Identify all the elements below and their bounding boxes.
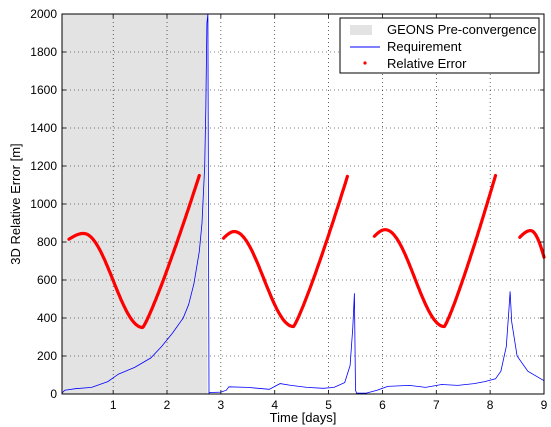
x-tick-label: 5 bbox=[325, 398, 332, 412]
legend-label-relative-error: Relative Error bbox=[387, 56, 467, 71]
y-tick-label: 400 bbox=[37, 311, 57, 325]
legend-swatch-relative-error bbox=[363, 61, 367, 65]
y-tick-label: 2000 bbox=[30, 7, 57, 21]
legend-label-pre-convergence: GEONS Pre-convergence bbox=[387, 22, 537, 37]
x-tick-label: 4 bbox=[271, 398, 278, 412]
y-tick-label: 0 bbox=[50, 387, 57, 401]
data-layer bbox=[61, 13, 546, 394]
series-relative-error-segment-2 bbox=[222, 174, 349, 329]
y-tick-label: 1800 bbox=[30, 45, 57, 59]
x-tick-label: 8 bbox=[487, 398, 494, 412]
x-tick-label: 3 bbox=[218, 398, 225, 412]
x-tick-label: 7 bbox=[433, 398, 440, 412]
x-axis-label: Time [days] bbox=[270, 410, 337, 425]
x-tick-label: 1 bbox=[110, 398, 117, 412]
x-tick-label: 2 bbox=[164, 398, 171, 412]
x-tick-label: 6 bbox=[379, 398, 386, 412]
x-tick-label: 9 bbox=[541, 398, 548, 412]
grid-layer bbox=[62, 13, 545, 395]
y-tick-label: 1000 bbox=[30, 197, 57, 211]
series-relative-error-segment-3 bbox=[372, 173, 498, 329]
y-tick-label: 600 bbox=[37, 273, 57, 287]
legend-swatch-pre-convergence bbox=[350, 25, 372, 35]
series-requirement-line bbox=[61, 13, 545, 394]
legend-label-requirement: Requirement bbox=[387, 39, 462, 54]
y-tick-label: 800 bbox=[37, 235, 57, 249]
tick-layer: 1 2 3 4 5 6 7 8 9 0 200 400 600 800 1000 1200 1400 1600 18… bbox=[30, 7, 547, 412]
y-axis-label: 3D Relative Error [m] bbox=[8, 143, 23, 264]
y-tick-label: 1400 bbox=[30, 121, 57, 135]
series-relative-error-segment-4 bbox=[518, 229, 546, 259]
y-tick-label: 1600 bbox=[30, 83, 57, 97]
legend: GEONS Pre-convergence Requirement Relati… bbox=[339, 17, 540, 74]
y-tick-label: 1200 bbox=[30, 159, 57, 173]
y-tick-label: 200 bbox=[37, 349, 57, 363]
series-relative-error-segment-1 bbox=[67, 173, 201, 330]
legend-box bbox=[339, 17, 540, 74]
